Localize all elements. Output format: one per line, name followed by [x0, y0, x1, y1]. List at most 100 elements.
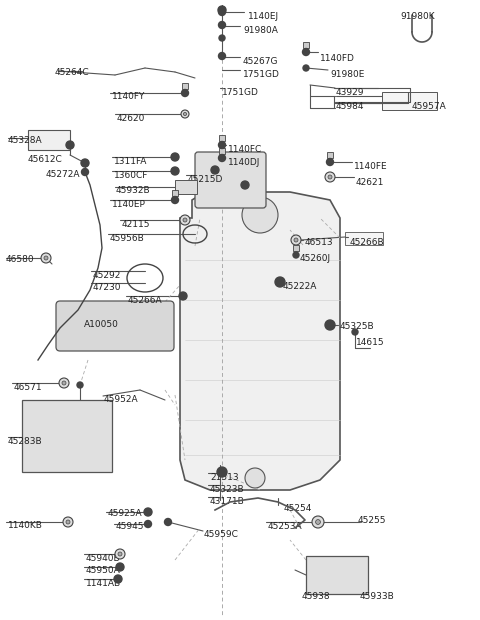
- Text: 1140KB: 1140KB: [8, 521, 43, 530]
- Circle shape: [171, 153, 179, 161]
- Text: 1140FE: 1140FE: [354, 162, 388, 171]
- Text: 45940B: 45940B: [86, 554, 120, 563]
- Text: 91980A: 91980A: [243, 26, 278, 35]
- Text: 1751GD: 1751GD: [243, 70, 280, 79]
- Text: 45925A: 45925A: [108, 509, 143, 518]
- Text: 45933B: 45933B: [360, 592, 395, 601]
- Text: 45264C: 45264C: [55, 68, 90, 77]
- Circle shape: [275, 277, 285, 287]
- Bar: [293, 245, 299, 251]
- Text: 46571: 46571: [14, 383, 43, 392]
- Text: 45932B: 45932B: [116, 186, 151, 195]
- Text: 14615: 14615: [356, 338, 384, 347]
- Circle shape: [293, 252, 299, 258]
- Text: 45323B: 45323B: [210, 485, 245, 494]
- Bar: [219, 135, 225, 141]
- Text: 45945: 45945: [116, 522, 144, 531]
- Text: 42621: 42621: [356, 178, 384, 187]
- Circle shape: [181, 89, 189, 97]
- Text: 1140FY: 1140FY: [112, 92, 145, 101]
- Bar: [22, 400, 112, 472]
- Circle shape: [82, 169, 88, 175]
- Text: 91980K: 91980K: [400, 12, 434, 21]
- Text: 45292: 45292: [93, 271, 121, 280]
- Circle shape: [326, 159, 334, 166]
- Bar: [382, 92, 437, 110]
- Circle shape: [144, 508, 152, 516]
- Circle shape: [183, 112, 187, 115]
- Text: 45272A: 45272A: [46, 170, 81, 179]
- Circle shape: [115, 549, 125, 559]
- Circle shape: [325, 320, 335, 330]
- Circle shape: [352, 329, 358, 335]
- Circle shape: [294, 238, 298, 242]
- Text: 45952A: 45952A: [104, 395, 139, 404]
- Circle shape: [116, 563, 124, 571]
- Text: 47230: 47230: [93, 283, 121, 292]
- Circle shape: [211, 166, 219, 174]
- Circle shape: [291, 235, 301, 245]
- Circle shape: [144, 521, 152, 528]
- Text: 45328A: 45328A: [8, 136, 43, 145]
- Text: 45266A: 45266A: [128, 296, 163, 305]
- Text: 45957A: 45957A: [412, 102, 447, 111]
- Circle shape: [114, 575, 122, 583]
- Circle shape: [41, 253, 51, 263]
- Circle shape: [218, 141, 226, 149]
- Text: 1140FC: 1140FC: [228, 145, 262, 154]
- Text: 1311FA: 1311FA: [114, 157, 147, 166]
- Text: 45260J: 45260J: [300, 254, 331, 263]
- Text: 1360CF: 1360CF: [114, 171, 148, 180]
- Bar: [182, 83, 188, 89]
- Text: 1140EJ: 1140EJ: [248, 12, 279, 21]
- Circle shape: [218, 22, 226, 29]
- Text: 45325B: 45325B: [340, 322, 374, 331]
- Circle shape: [66, 520, 70, 524]
- Circle shape: [217, 467, 227, 477]
- Circle shape: [316, 520, 321, 525]
- Circle shape: [242, 197, 278, 233]
- Text: 45984: 45984: [336, 102, 364, 111]
- Circle shape: [312, 516, 324, 528]
- Circle shape: [325, 172, 335, 182]
- Text: 45267G: 45267G: [243, 57, 278, 66]
- Text: 45215D: 45215D: [188, 175, 223, 184]
- Circle shape: [165, 518, 171, 526]
- Text: 43929: 43929: [336, 88, 364, 97]
- Text: 1751GD: 1751GD: [222, 88, 259, 97]
- Text: 45253A: 45253A: [268, 522, 302, 531]
- Circle shape: [181, 110, 189, 118]
- Text: 91980E: 91980E: [330, 70, 364, 79]
- Circle shape: [328, 175, 332, 179]
- Text: 45950A: 45950A: [86, 566, 121, 575]
- Circle shape: [218, 154, 226, 161]
- Text: 45283B: 45283B: [8, 437, 43, 446]
- Circle shape: [245, 468, 265, 488]
- FancyBboxPatch shape: [56, 301, 174, 351]
- Circle shape: [81, 159, 89, 167]
- Bar: [345, 232, 383, 245]
- Bar: [219, 148, 225, 154]
- Text: 21513: 21513: [210, 473, 239, 482]
- Text: 1140DJ: 1140DJ: [228, 158, 260, 167]
- Text: 45255: 45255: [358, 516, 386, 525]
- Circle shape: [77, 382, 83, 388]
- Text: 43171B: 43171B: [210, 497, 245, 506]
- Circle shape: [218, 9, 226, 16]
- Circle shape: [63, 517, 73, 527]
- Circle shape: [218, 6, 226, 14]
- Circle shape: [219, 35, 225, 41]
- Bar: [303, 42, 309, 48]
- Text: 1140EP: 1140EP: [112, 200, 146, 209]
- Circle shape: [44, 256, 48, 260]
- Circle shape: [66, 141, 74, 149]
- Text: 42620: 42620: [117, 114, 145, 123]
- Circle shape: [183, 218, 187, 222]
- Bar: [28, 130, 70, 150]
- Text: A10050: A10050: [84, 320, 119, 329]
- Circle shape: [59, 378, 69, 388]
- Circle shape: [171, 167, 179, 175]
- Circle shape: [180, 215, 190, 225]
- Circle shape: [171, 197, 179, 203]
- Circle shape: [179, 292, 187, 300]
